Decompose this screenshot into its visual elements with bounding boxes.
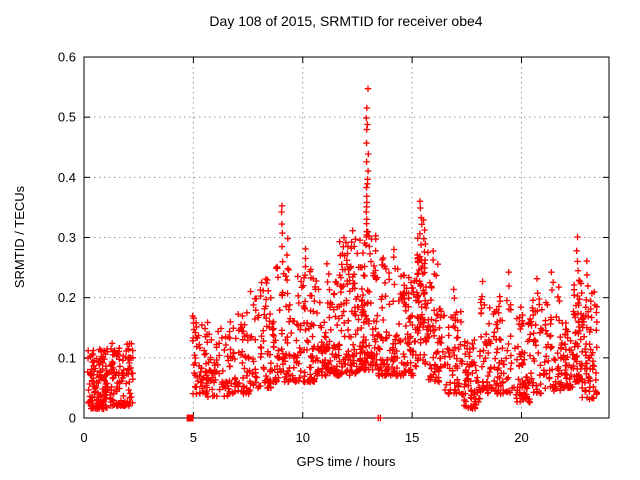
x-tick-label: 0 xyxy=(80,430,87,445)
plot-border xyxy=(83,56,610,419)
y-axis-label: SRMTID / TECUs xyxy=(12,185,27,288)
chart-title: Day 108 of 2015, SRMTID for receiver obe… xyxy=(209,13,482,29)
zero-plus-markers xyxy=(375,414,384,422)
tick-labels: 0 5 10 15 20 0 0.1 0.2 0.3 0.4 0.5 0.6 xyxy=(58,50,529,446)
x-tick-label: 20 xyxy=(514,430,528,445)
x-tick-label: 10 xyxy=(296,430,310,445)
x-tick-label: 5 xyxy=(190,430,197,445)
zero-markers xyxy=(186,414,384,422)
data-points xyxy=(84,85,601,413)
y-tick-label: 0.5 xyxy=(58,110,76,125)
y-tick-label: 0.1 xyxy=(58,350,76,365)
zero-square-marker xyxy=(186,414,194,422)
x-axis-label: GPS time / hours xyxy=(297,454,396,469)
y-tick-label: 0.6 xyxy=(58,50,76,65)
y-tick-label: 0.3 xyxy=(58,230,76,245)
y-tick-label: 0.4 xyxy=(58,170,76,185)
y-tick-label: 0.2 xyxy=(58,290,76,305)
y-tick-label: 0 xyxy=(69,411,76,426)
x-tick-label: 15 xyxy=(405,430,419,445)
